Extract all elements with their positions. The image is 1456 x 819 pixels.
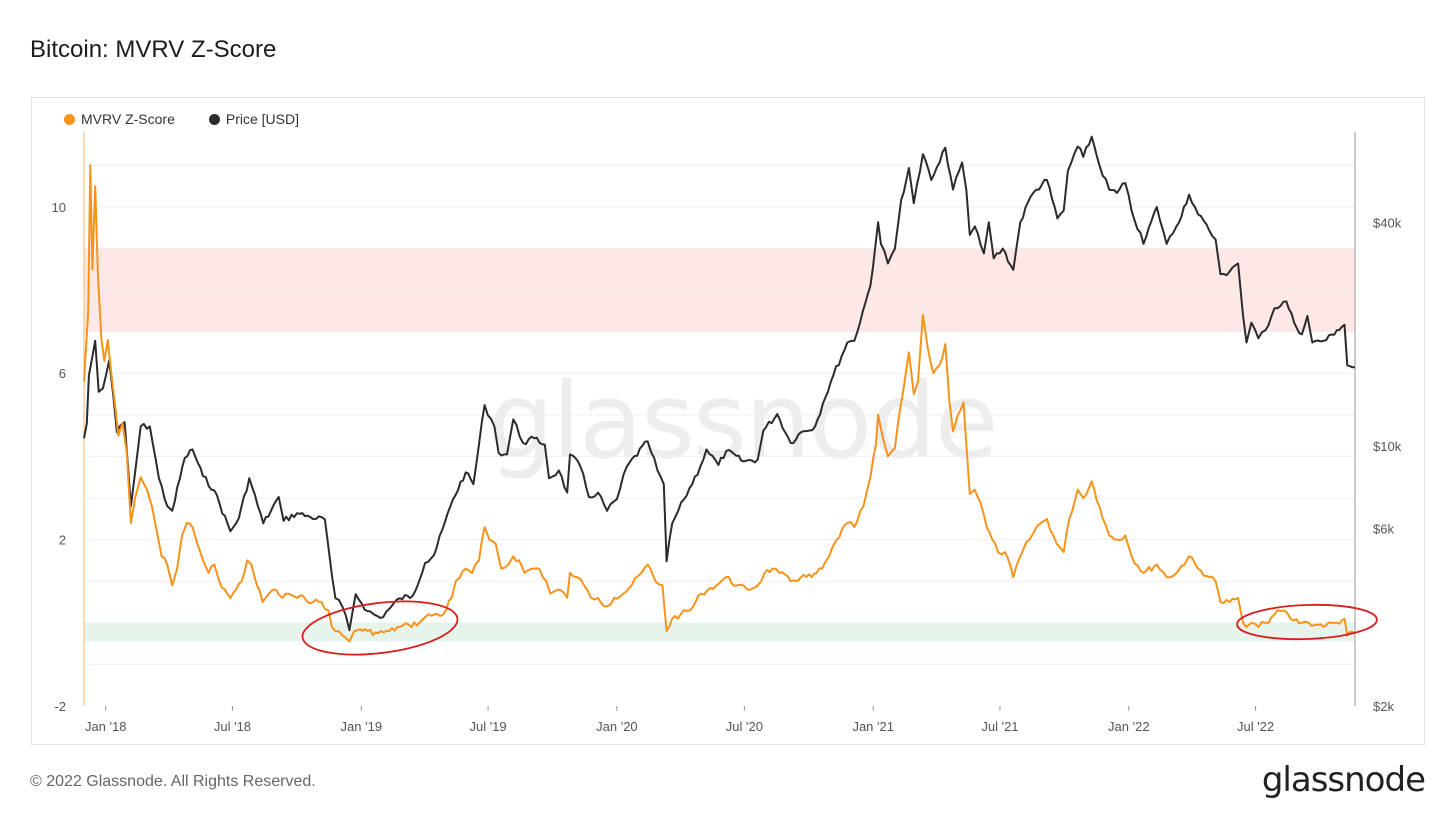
legend-label-mvrv: MVRV Z-Score <box>81 111 175 127</box>
x-tick-label: Jul '22 <box>1237 719 1274 734</box>
price-line <box>83 135 1355 632</box>
y-left-tick-label: 10 <box>52 200 66 215</box>
y-right-tick-label: $6k <box>1373 522 1394 537</box>
chart-frame <box>31 97 1425 745</box>
x-tick-label: Jan '18 <box>85 719 127 734</box>
legend-dot-price-icon <box>208 113 220 125</box>
y-right-tick-label: $40k <box>1373 215 1402 230</box>
legend: MVRV Z-Score Price [USD] <box>64 111 299 127</box>
x-tick-label: Jul '18 <box>214 719 251 734</box>
legend-label-price: Price [USD] <box>225 111 299 127</box>
legend-item-mvrv[interactable]: MVRV Z-Score <box>64 111 175 127</box>
x-tick-label: Jul '21 <box>981 719 1018 734</box>
x-tick-label: Jan '21 <box>852 719 894 734</box>
x-tick-label: Jul '19 <box>469 719 506 734</box>
glassnode-logo[interactable]: glassnode <box>1261 760 1426 800</box>
y-right-tick-label: $2k <box>1373 699 1394 714</box>
zone-band-1 <box>84 622 1355 642</box>
y-left-tick-label: -2 <box>54 699 66 714</box>
page-title: Bitcoin: MVRV Z-Score <box>30 36 277 63</box>
y-left-tick-label: 6 <box>59 366 66 381</box>
x-tick-label: Jan '20 <box>596 719 638 734</box>
x-tick-label: Jul '20 <box>726 719 763 734</box>
legend-dot-mvrv-icon <box>64 113 75 125</box>
legend-item-price[interactable]: Price [USD] <box>208 111 299 127</box>
annotation-ellipse-2019 <box>301 600 459 656</box>
x-tick-label: Jan '22 <box>1108 719 1150 734</box>
y-right-tick-label: $10k <box>1373 439 1402 454</box>
y-left-tick-label: 2 <box>59 533 66 548</box>
mvrv-zscore-line <box>83 164 1356 643</box>
x-tick-label: Jan '19 <box>341 719 383 734</box>
copyright-footer: © 2022 Glassnode. All Rights Reserved. <box>30 773 316 790</box>
annotation-ellipse-2022 <box>1236 603 1378 641</box>
